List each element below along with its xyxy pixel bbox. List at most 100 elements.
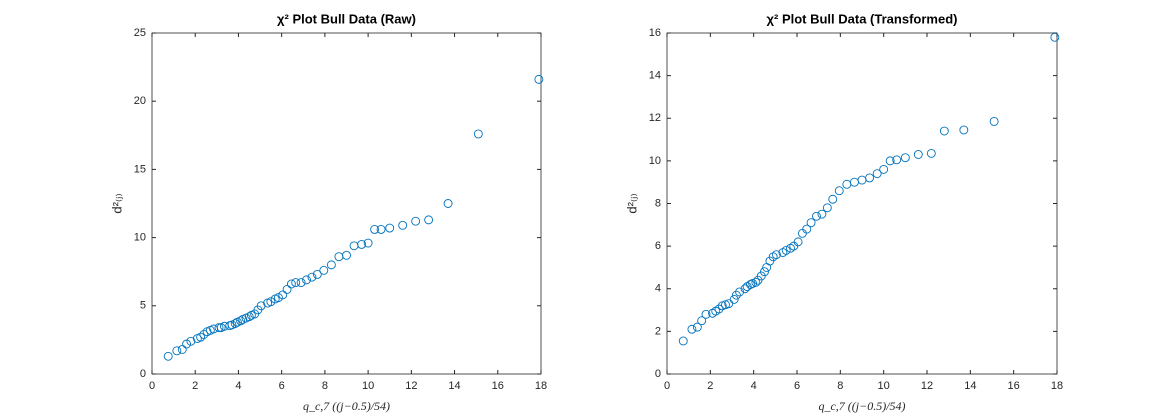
data-point xyxy=(745,280,755,289)
data-point xyxy=(806,218,816,228)
data-point xyxy=(701,309,711,319)
x-tick-label: 12 xyxy=(405,380,417,392)
data-point xyxy=(812,211,821,221)
data-point xyxy=(186,336,196,346)
data-point xyxy=(357,239,367,249)
data-point xyxy=(740,284,750,294)
x-tick-label: 0 xyxy=(149,380,155,392)
y-tick-label: 10 xyxy=(134,232,146,244)
data-point xyxy=(678,336,688,346)
data-point xyxy=(735,287,745,297)
data-point xyxy=(989,116,999,126)
data-point xyxy=(534,74,544,84)
x-axis-label: q_c,7 ((j−0.5)/54) xyxy=(303,399,390,413)
data-point xyxy=(209,324,219,334)
x-tick-label: 2 xyxy=(707,380,713,392)
data-point xyxy=(828,194,838,204)
y-tick-label: 0 xyxy=(655,368,661,380)
data-point xyxy=(302,275,311,285)
data-point xyxy=(879,164,889,174)
data-point xyxy=(398,220,408,230)
data-point xyxy=(244,312,254,322)
data-point xyxy=(822,203,832,213)
x-tick-label: 10 xyxy=(878,380,890,392)
data-point xyxy=(731,290,741,300)
x-tick-label: 8 xyxy=(837,380,843,392)
data-point xyxy=(1050,32,1060,42)
x-tick-label: 8 xyxy=(322,380,328,392)
y-tick-label: 4 xyxy=(655,283,661,295)
data-point xyxy=(163,351,173,361)
x-tick-label: 16 xyxy=(492,380,504,392)
data-point xyxy=(834,186,844,196)
y-axis-label: d²₍ⱼ₎ xyxy=(624,193,639,213)
x-tick-label: 18 xyxy=(1051,380,1063,392)
data-point xyxy=(182,339,192,349)
data-point xyxy=(278,290,288,300)
data-point xyxy=(273,293,283,303)
x-tick-label: 16 xyxy=(1008,380,1020,392)
x-tick-label: 0 xyxy=(664,380,670,392)
axes-box xyxy=(666,32,1058,375)
y-tick-label: 8 xyxy=(655,197,661,209)
x-tick-label: 6 xyxy=(794,380,800,392)
x-tick-label: 12 xyxy=(921,380,933,392)
data-point xyxy=(751,277,761,287)
data-point xyxy=(781,245,791,255)
y-tick-label: 0 xyxy=(140,368,146,380)
data-point xyxy=(885,156,895,166)
x-tick-label: 4 xyxy=(235,380,241,392)
data-point xyxy=(196,332,206,342)
y-tick-label: 10 xyxy=(649,155,661,167)
data-point xyxy=(865,173,875,183)
chart-title: χ² Plot Bull Data (Raw) xyxy=(277,11,416,26)
data-point xyxy=(771,250,781,260)
data-point xyxy=(760,267,769,277)
data-point xyxy=(939,126,949,136)
data-point xyxy=(913,150,923,159)
data-point xyxy=(376,224,386,234)
data-point xyxy=(849,177,859,187)
data-point xyxy=(282,284,292,294)
data-point xyxy=(363,238,373,248)
data-point xyxy=(256,301,266,311)
x-tick-label: 18 xyxy=(535,380,547,392)
data-point xyxy=(236,316,246,326)
data-point xyxy=(230,319,240,328)
y-tick-label: 6 xyxy=(655,240,661,252)
data-point xyxy=(177,344,187,354)
x-tick-label: 14 xyxy=(964,380,976,392)
data-point xyxy=(724,299,734,309)
data-point xyxy=(385,223,395,233)
data-point xyxy=(842,179,852,189)
data-point xyxy=(291,278,301,288)
y-tick-label: 12 xyxy=(649,112,661,124)
data-point xyxy=(473,129,483,139)
data-point xyxy=(411,216,421,226)
data-point xyxy=(697,316,707,326)
y-tick-label: 15 xyxy=(134,163,146,175)
x-tick-label: 4 xyxy=(751,380,757,392)
data-point xyxy=(326,260,336,270)
y-tick-label: 25 xyxy=(134,27,146,39)
y-tick-label: 20 xyxy=(134,95,146,107)
data-point xyxy=(342,250,351,260)
axes-box xyxy=(151,32,542,375)
data-point xyxy=(307,272,317,282)
data-point xyxy=(892,155,902,165)
data-point xyxy=(319,265,329,275)
data-point xyxy=(692,322,702,332)
y-tick-label: 16 xyxy=(649,27,661,39)
data-point xyxy=(959,125,969,135)
y-tick-label: 14 xyxy=(649,70,661,82)
data-point xyxy=(802,224,812,234)
data-point xyxy=(214,323,224,333)
data-point xyxy=(714,304,724,314)
data-point xyxy=(266,297,276,307)
data-point xyxy=(817,209,827,219)
data-point xyxy=(443,199,453,208)
y-tick-label: 5 xyxy=(140,300,146,312)
x-tick-label: 2 xyxy=(192,380,198,392)
x-axis-label: q_c,7 ((j−0.5)/54) xyxy=(818,399,905,413)
